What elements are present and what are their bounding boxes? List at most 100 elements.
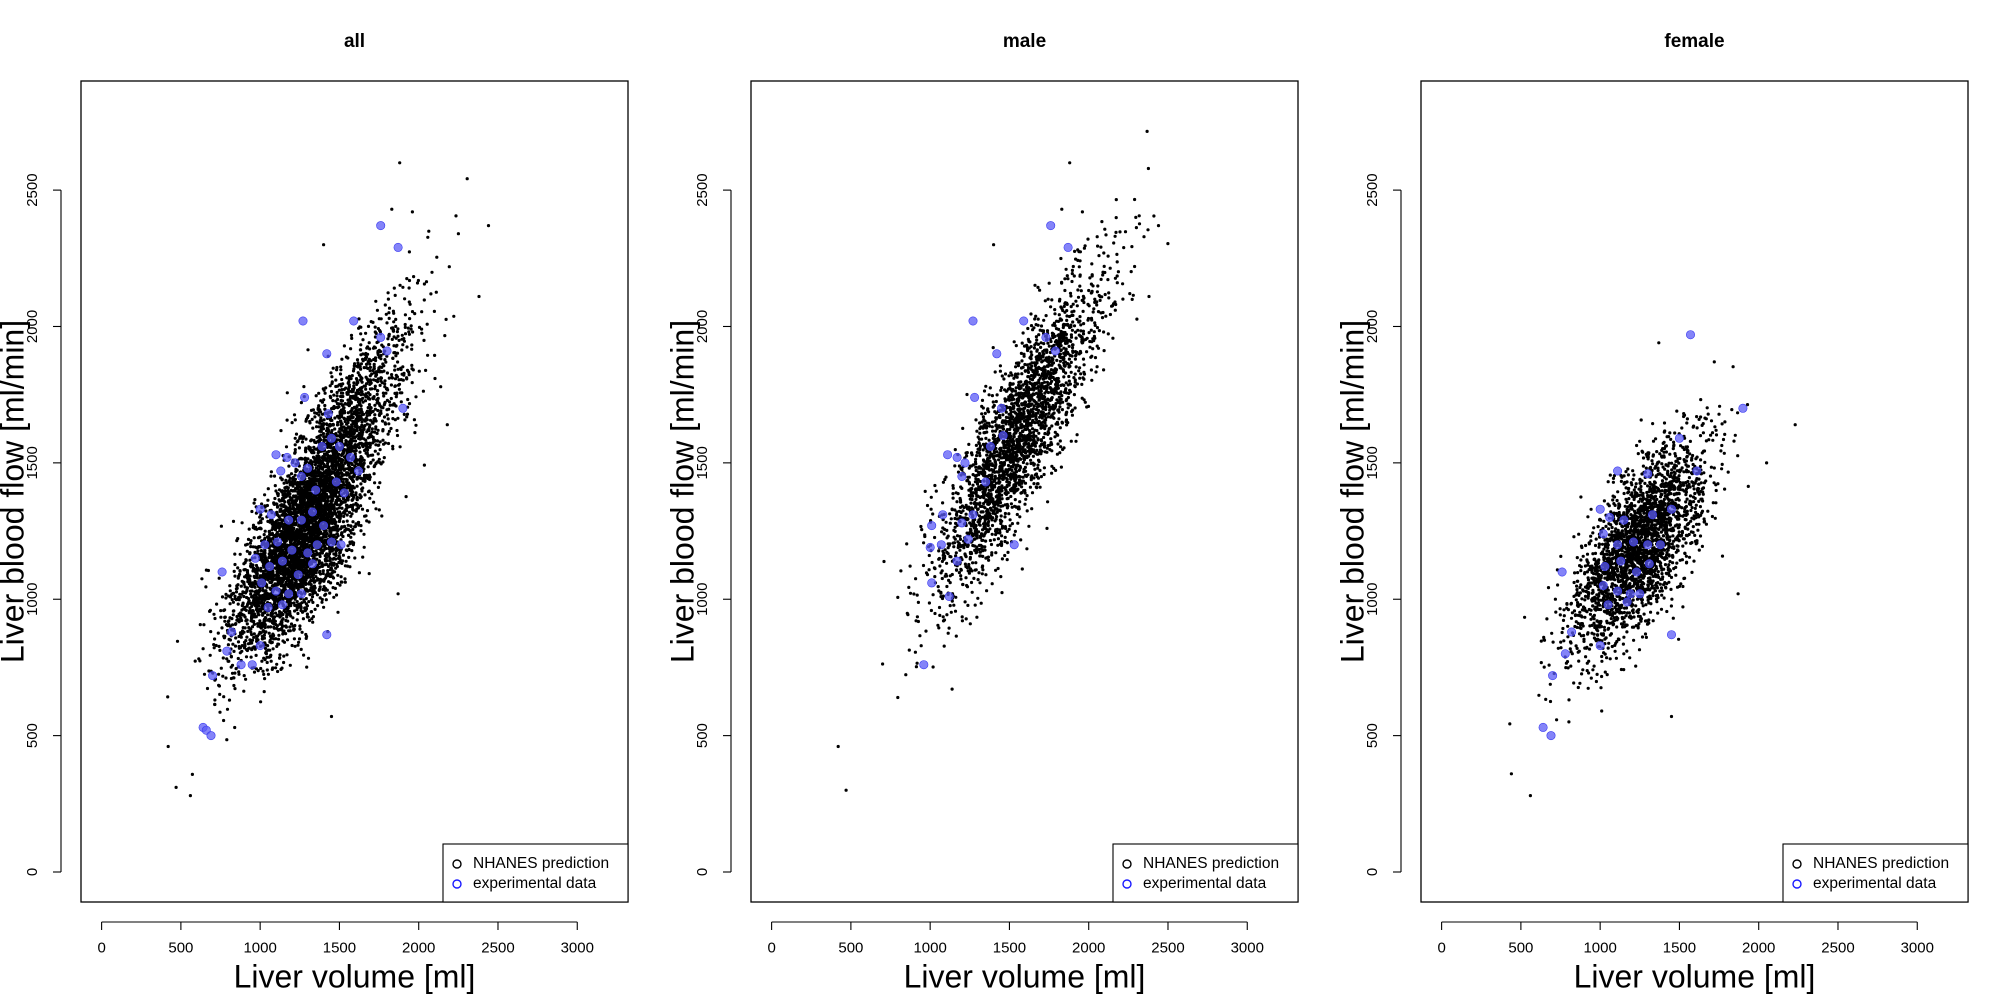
nhanes-point bbox=[368, 374, 372, 378]
nhanes-point bbox=[217, 576, 221, 580]
nhanes-point bbox=[247, 611, 251, 615]
nhanes-point bbox=[261, 569, 265, 574]
nhanes-point bbox=[329, 418, 333, 422]
nhanes-point bbox=[340, 357, 344, 361]
nhanes-point bbox=[359, 325, 363, 329]
nhanes-point bbox=[288, 476, 292, 480]
nhanes-point bbox=[305, 495, 310, 499]
nhanes-point bbox=[245, 595, 249, 600]
nhanes-point bbox=[317, 404, 321, 408]
nhanes-point bbox=[306, 457, 310, 461]
nhanes-point bbox=[329, 530, 333, 534]
nhanes-point bbox=[410, 347, 414, 351]
nhanes-point bbox=[230, 671, 235, 675]
nhanes-point bbox=[229, 665, 233, 669]
nhanes-point bbox=[328, 591, 332, 595]
nhanes-point bbox=[324, 592, 328, 596]
nhanes-point bbox=[320, 548, 324, 552]
nhanes-point bbox=[301, 617, 305, 621]
nhanes-point bbox=[218, 648, 222, 653]
nhanes-point bbox=[300, 630, 304, 634]
nhanes-point bbox=[257, 588, 262, 592]
nhanes-point bbox=[204, 568, 208, 572]
nhanes-point bbox=[347, 377, 351, 381]
nhanes-point bbox=[382, 394, 386, 398]
nhanes-point bbox=[376, 377, 380, 381]
nhanes-point bbox=[290, 580, 294, 584]
nhanes-point bbox=[232, 683, 236, 688]
nhanes-point bbox=[393, 368, 397, 372]
nhanes-point bbox=[253, 498, 257, 502]
nhanes-point bbox=[370, 435, 374, 439]
nhanes-point bbox=[276, 554, 280, 559]
nhanes-point bbox=[317, 494, 322, 498]
nhanes-prediction-points bbox=[166, 161, 491, 798]
nhanes-point bbox=[411, 330, 415, 334]
nhanes-point bbox=[383, 358, 387, 362]
nhanes-point bbox=[375, 308, 379, 312]
nhanes-point bbox=[368, 393, 372, 397]
nhanes-point bbox=[337, 430, 341, 434]
nhanes-point bbox=[339, 464, 343, 469]
nhanes-point bbox=[250, 648, 254, 652]
nhanes-point bbox=[368, 380, 372, 384]
nhanes-point bbox=[318, 429, 322, 433]
nhanes-point bbox=[386, 417, 390, 421]
nhanes-point bbox=[368, 496, 372, 500]
nhanes-point bbox=[345, 432, 350, 436]
nhanes-point bbox=[301, 506, 305, 510]
nhanes-point bbox=[306, 656, 311, 660]
nhanes-point bbox=[244, 639, 248, 643]
nhanes-point bbox=[368, 365, 372, 369]
nhanes-point bbox=[293, 418, 297, 422]
nhanes-point bbox=[396, 367, 400, 371]
nhanes-point bbox=[366, 366, 370, 370]
nhanes-point bbox=[275, 662, 279, 666]
nhanes-point bbox=[381, 406, 385, 410]
nhanes-point bbox=[320, 600, 324, 604]
nhanes-point bbox=[290, 583, 294, 587]
nhanes-point bbox=[310, 536, 314, 540]
nhanes-point bbox=[336, 495, 340, 499]
nhanes-point bbox=[238, 592, 242, 596]
nhanes-point bbox=[306, 485, 310, 489]
nhanes-point bbox=[285, 653, 289, 657]
nhanes-point bbox=[396, 334, 400, 338]
nhanes-point bbox=[260, 659, 264, 663]
nhanes-point bbox=[387, 311, 391, 315]
nhanes-point bbox=[248, 551, 252, 555]
nhanes-point bbox=[349, 524, 353, 529]
nhanes-point bbox=[266, 592, 270, 596]
nhanes-point bbox=[262, 672, 266, 677]
nhanes-point bbox=[205, 686, 210, 691]
nhanes-point bbox=[387, 334, 391, 338]
nhanes-point bbox=[371, 453, 375, 457]
nhanes-point bbox=[366, 465, 370, 469]
nhanes-point bbox=[379, 350, 383, 354]
nhanes-point bbox=[425, 322, 429, 326]
nhanes-point bbox=[269, 549, 273, 553]
nhanes-point bbox=[332, 556, 336, 560]
nhanes-point bbox=[430, 270, 434, 274]
nhanes-point bbox=[364, 362, 369, 366]
nhanes-point bbox=[212, 612, 216, 616]
nhanes-point bbox=[256, 549, 260, 553]
nhanes-point bbox=[297, 446, 301, 450]
nhanes-point bbox=[407, 250, 411, 254]
nhanes-point bbox=[275, 502, 279, 506]
nhanes-point bbox=[384, 360, 388, 364]
nhanes-point bbox=[289, 539, 293, 543]
nhanes-point bbox=[320, 467, 324, 471]
nhanes-point bbox=[322, 497, 326, 501]
nhanes-point bbox=[292, 413, 297, 417]
nhanes-point bbox=[350, 498, 354, 502]
nhanes-point bbox=[359, 375, 363, 379]
nhanes-point bbox=[225, 707, 230, 711]
nhanes-point bbox=[217, 683, 221, 687]
nhanes-point bbox=[237, 670, 241, 674]
nhanes-point bbox=[395, 351, 400, 355]
nhanes-point bbox=[349, 444, 353, 448]
nhanes-point bbox=[302, 570, 306, 575]
nhanes-point bbox=[364, 447, 368, 451]
nhanes-point bbox=[249, 655, 253, 659]
